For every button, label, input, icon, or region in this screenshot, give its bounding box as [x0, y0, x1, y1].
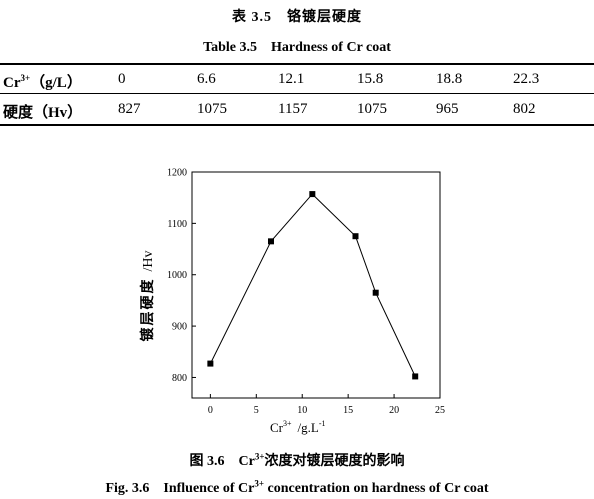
data-point-marker: [372, 289, 379, 296]
cr-value: 0: [118, 71, 126, 87]
x-tick-label: 15: [343, 405, 353, 416]
y-tick-label: 1100: [167, 219, 187, 230]
figure-caption-en: Fig. 3.6 Influence of Cr3+ concentration…: [105, 478, 489, 496]
cr-value: 12.1: [278, 71, 305, 87]
x-tick-label: 0: [208, 405, 213, 416]
table-mid-rule: [0, 93, 594, 94]
table-caption-en: Table 3.5 Hardness of Cr coat: [203, 40, 391, 55]
hardness-value: 1075: [197, 101, 227, 117]
y-tick-label: 1200: [167, 168, 187, 179]
table-top-rule: [0, 63, 594, 65]
y-tick-label: 800: [172, 373, 187, 384]
hardness-value: 827: [118, 101, 141, 117]
hardness-value: 965: [436, 101, 459, 117]
x-tick-label: 10: [297, 405, 307, 416]
x-tick-label: 5: [254, 405, 259, 416]
series-line: [209, 193, 416, 377]
hardness-value: 802: [513, 101, 536, 117]
cr-value: 18.8: [436, 71, 463, 87]
x-tick-label: 20: [389, 405, 399, 416]
table-bottom-rule: [0, 124, 594, 126]
data-point-marker: [352, 233, 359, 240]
hardness-value: 1075: [357, 101, 387, 117]
x-tick-label: 25: [435, 405, 445, 416]
row-label-cr-concentration: Cr3+（g/L）: [3, 73, 82, 92]
y-axis-label: 镀层硬度/Hv: [139, 251, 156, 342]
row-label-hardness: 硬度（Hv）: [3, 105, 83, 121]
figure-caption-cn: 图 3.6 Cr3+浓度对镀层硬度的影响: [189, 451, 405, 469]
y-tick-label: 900: [172, 322, 187, 333]
table-caption-cn: 表 3.5 铬镀层硬度: [232, 10, 362, 25]
data-point-marker: [309, 191, 316, 198]
hardness-value: 1157: [278, 101, 308, 117]
cr-value: 15.8: [357, 71, 384, 87]
data-point-marker: [412, 373, 419, 380]
y-tick-label: 1000: [167, 270, 187, 281]
data-point-marker: [207, 360, 214, 367]
x-axis-label: Cr3+/g.L-1: [270, 419, 326, 435]
cr-value: 6.6: [197, 71, 216, 87]
data-point-marker: [267, 238, 274, 245]
plot-frame: [191, 171, 441, 399]
cr-value: 22.3: [513, 71, 540, 87]
